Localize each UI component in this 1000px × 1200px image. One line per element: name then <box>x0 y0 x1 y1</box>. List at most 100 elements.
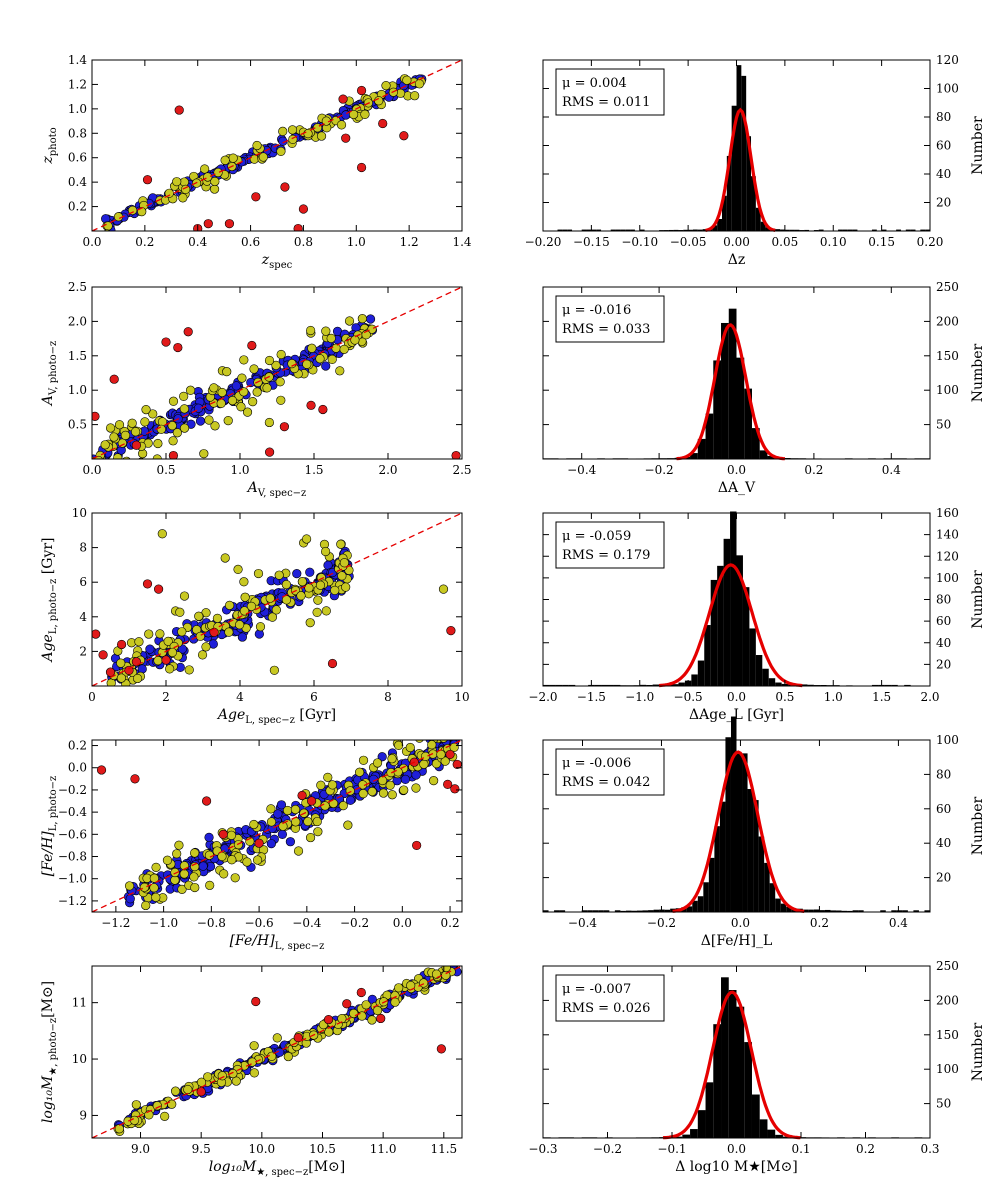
histogram-bar <box>751 176 756 231</box>
point-yellow <box>131 1100 141 1110</box>
point-yellow <box>358 789 368 799</box>
age-xtick-label: 4 <box>236 690 244 704</box>
av-ylabel: AV, photo−z <box>40 341 59 408</box>
mass-ylabel: log₁₀M★, photo−z[M⊙] <box>40 981 59 1123</box>
histogram-bar <box>620 229 626 231</box>
histogram-bar <box>708 857 715 912</box>
histogram-bar <box>710 579 718 686</box>
point-yellow <box>258 152 268 162</box>
dz-xtick-label: −0.05 <box>670 235 707 249</box>
histogram-bar <box>884 684 892 686</box>
dfeh-xtick-label: 0.4 <box>889 916 908 930</box>
age-xtick-label: 0 <box>88 690 96 704</box>
point-red <box>109 374 119 384</box>
point-yellow <box>262 383 272 393</box>
dav-xtick-label: 0.0 <box>727 463 746 477</box>
av-ytick-label: 0.5 <box>68 418 87 432</box>
z-ylabel-sub: photo <box>48 127 59 156</box>
point-red <box>183 327 193 337</box>
point-yellow <box>283 805 293 816</box>
point-blue <box>273 809 283 819</box>
point-yellow <box>264 417 274 428</box>
point-yellow <box>183 1084 193 1095</box>
point-blue <box>321 361 331 371</box>
z-xtick-label: 1.4 <box>452 235 471 249</box>
av-ylabel-main: A <box>40 395 56 407</box>
z-xtick-label: 1.2 <box>400 235 419 249</box>
histogram-bar <box>653 909 660 912</box>
point-red <box>168 450 178 459</box>
histogram-bar <box>697 896 704 912</box>
histogram-bar <box>838 229 843 231</box>
histogram-bar <box>688 229 693 231</box>
point-yellow <box>249 819 259 830</box>
point-yellow <box>179 391 189 401</box>
point-yellow <box>194 611 204 621</box>
point-yellow <box>141 900 151 911</box>
point-yellow <box>185 385 196 395</box>
one-to-one-line <box>92 287 462 459</box>
histogram-bar <box>753 800 759 912</box>
histogram-bar <box>913 910 919 912</box>
point-blue <box>305 567 315 577</box>
dmass-xtick-label: −0.1 <box>657 1142 686 1156</box>
point-yellow <box>367 1015 377 1025</box>
histogram-bar <box>557 229 563 231</box>
point-yellow <box>177 627 187 637</box>
histogram-bar <box>786 906 792 912</box>
mass-frame <box>91 965 463 1139</box>
histogram-bar <box>746 136 752 231</box>
point-yellow <box>405 742 415 753</box>
histogram-bar <box>775 1134 783 1138</box>
histogram-bar <box>755 207 761 231</box>
point-yellow <box>152 1101 162 1111</box>
feh-points <box>92 723 462 912</box>
histogram-bar <box>902 910 908 912</box>
feh-ylabel-main: [Fe/H] <box>40 831 56 877</box>
age-xlabel-main: Age <box>216 707 245 723</box>
point-yellow <box>240 592 250 602</box>
av-xtick-label: 1.5 <box>304 463 323 477</box>
point-yellow <box>219 869 229 879</box>
histogram-bar <box>736 65 742 232</box>
histogram-bar <box>559 910 566 912</box>
dfeh-xtick-label: −0.2 <box>647 916 676 930</box>
point-red <box>173 342 183 353</box>
point-yellow <box>149 883 159 893</box>
stats-mu: μ = -0.016 <box>562 303 631 318</box>
point-yellow <box>122 456 131 459</box>
stats-box <box>555 68 665 116</box>
histogram-bar <box>723 538 731 686</box>
point-yellow <box>437 723 446 732</box>
av-frame <box>91 286 463 460</box>
age-ylabel-sub: L, photo−z <box>48 579 59 635</box>
point-yellow <box>441 966 451 973</box>
point-yellow <box>127 418 137 428</box>
point-yellow <box>354 767 365 777</box>
feh-xtick-label: 0.2 <box>441 916 460 930</box>
point-red <box>161 337 171 347</box>
histogram-bar <box>780 229 785 231</box>
histogram-bar <box>668 229 674 231</box>
point-yellow <box>205 880 215 890</box>
point-yellow <box>304 583 314 593</box>
point-yellow <box>114 420 125 430</box>
point-red <box>341 133 351 143</box>
point-yellow <box>305 618 315 628</box>
dage-ytick-label: 80 <box>936 593 951 607</box>
point-yellow <box>276 146 286 156</box>
dav-xtick-label: 0.4 <box>882 463 901 477</box>
point-yellow <box>116 673 127 683</box>
point-yellow <box>100 440 110 450</box>
histogram-bar <box>697 229 703 231</box>
stats-rms: RMS = 0.026 <box>562 1001 650 1016</box>
histogram-bar <box>807 684 814 686</box>
point-yellow <box>293 846 304 856</box>
point-yellow <box>275 377 285 387</box>
histogram-bar <box>744 1042 752 1138</box>
panel-dage-histogram: −2.0 −1.5 −1.0 −0.5 0.0 0.5 1.0 1.5 2.0 20 40 60 80 1… <box>528 506 986 723</box>
histogram-bar <box>607 684 614 686</box>
point-yellow <box>327 780 338 790</box>
histogram-bar <box>780 903 787 912</box>
histogram-bar <box>858 910 864 912</box>
